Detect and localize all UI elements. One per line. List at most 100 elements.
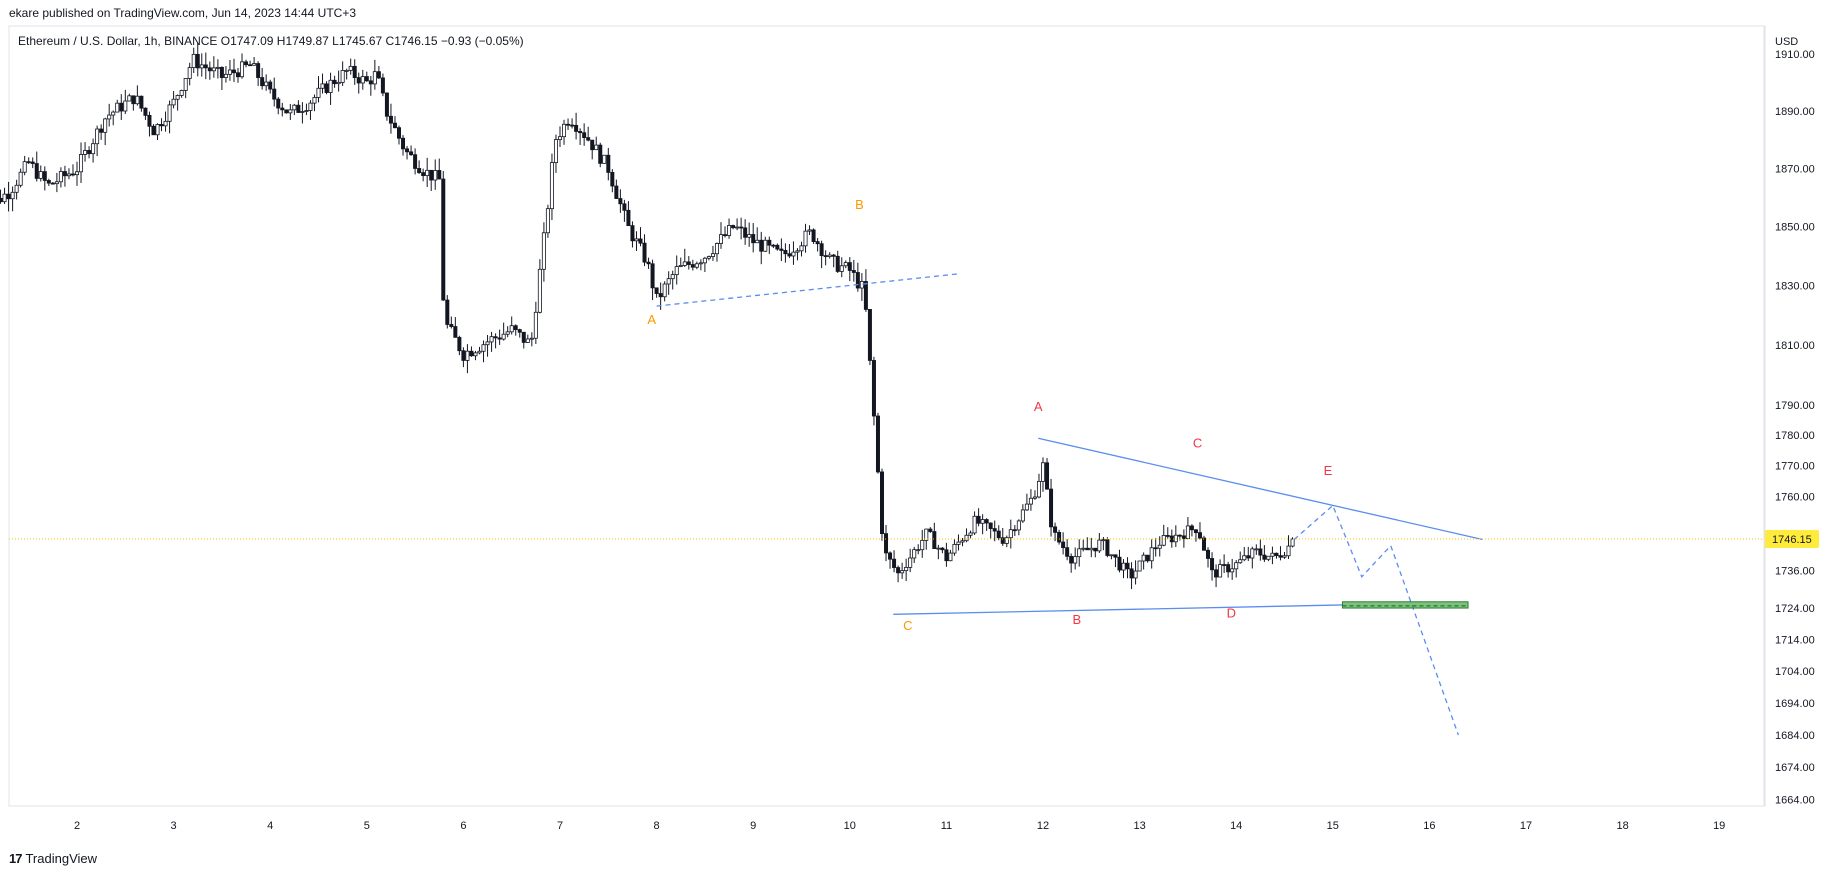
candle-body bbox=[376, 71, 381, 79]
candle-body bbox=[1282, 555, 1287, 558]
candle-body bbox=[811, 229, 816, 243]
time-tick-label: 4 bbox=[267, 820, 273, 832]
price-tick-label: 1760.00 bbox=[1775, 491, 1815, 503]
candle-body bbox=[203, 64, 208, 69]
candle-body bbox=[340, 70, 345, 83]
candle-body bbox=[284, 109, 289, 114]
candle-body bbox=[674, 266, 679, 276]
candle-body bbox=[747, 234, 752, 238]
candle-body bbox=[823, 255, 828, 258]
candle-body bbox=[727, 225, 732, 236]
candle-body bbox=[264, 81, 269, 87]
candle-body bbox=[163, 120, 168, 127]
candle-body bbox=[719, 234, 724, 244]
dashed-neckline bbox=[656, 272, 961, 307]
candle-body bbox=[1197, 532, 1202, 539]
price-tick-label: 1810.00 bbox=[1775, 340, 1815, 352]
candle-body bbox=[1073, 556, 1078, 564]
candle-body bbox=[22, 161, 27, 173]
candle-body bbox=[529, 337, 534, 340]
candle-body bbox=[421, 172, 426, 177]
candle-body bbox=[759, 239, 764, 252]
candle-body bbox=[248, 64, 253, 67]
candle-body bbox=[622, 203, 627, 211]
time-tick-label: 6 bbox=[460, 820, 466, 832]
candle-body bbox=[1270, 552, 1275, 557]
candle-body bbox=[936, 547, 941, 550]
price-tick-label: 1780.00 bbox=[1775, 430, 1815, 442]
candle-body bbox=[143, 107, 148, 116]
candle-body bbox=[706, 256, 711, 259]
pane-border bbox=[8, 25, 1766, 807]
candle-body bbox=[944, 549, 949, 562]
price-tick-label: 1790.00 bbox=[1775, 400, 1815, 412]
time-tick-label: 14 bbox=[1230, 820, 1242, 832]
candle-body bbox=[686, 261, 691, 265]
candle-body bbox=[91, 143, 96, 155]
candle-body bbox=[70, 173, 75, 176]
candle-body bbox=[252, 63, 257, 66]
candle-body bbox=[670, 274, 675, 280]
candle-body bbox=[791, 251, 796, 257]
candle-body bbox=[215, 66, 220, 69]
candle-body bbox=[30, 161, 35, 164]
candle-body bbox=[83, 150, 88, 155]
candle-body bbox=[38, 171, 43, 179]
time-axis: 2 3 4 5 6 7 8 9 10 11 12 13 14 15 16 17 18 19 bbox=[74, 820, 1725, 832]
candle-body bbox=[1077, 548, 1082, 558]
candle-body bbox=[187, 67, 192, 79]
candle-body bbox=[111, 111, 116, 116]
candle-body bbox=[783, 250, 788, 255]
candle-body bbox=[888, 552, 893, 560]
candle-body bbox=[103, 118, 108, 133]
candle-body bbox=[1089, 547, 1094, 551]
candle-body bbox=[803, 230, 808, 247]
candle-body bbox=[731, 225, 736, 229]
candle-body bbox=[1093, 547, 1098, 552]
candles bbox=[0, 42, 1295, 590]
tradingview-logo-icon: 17 bbox=[9, 851, 23, 866]
candle-body bbox=[372, 71, 377, 85]
published-caption: ekare published on TradingView.com, Jun … bbox=[9, 6, 357, 20]
candle-body bbox=[702, 257, 707, 264]
candle-body bbox=[992, 528, 997, 532]
candle-body bbox=[602, 154, 607, 164]
candle-body bbox=[968, 532, 973, 536]
candle-body bbox=[119, 102, 124, 112]
candle-body bbox=[739, 226, 744, 229]
candle-body bbox=[666, 278, 671, 285]
candle-body bbox=[650, 263, 655, 289]
candle-body bbox=[167, 104, 172, 122]
candle-body bbox=[300, 111, 305, 113]
candle-body bbox=[743, 227, 748, 238]
candle-body bbox=[767, 239, 772, 246]
candle-body bbox=[18, 171, 23, 186]
candle-body bbox=[1165, 535, 1170, 537]
candle-body bbox=[855, 272, 860, 289]
candle-body bbox=[952, 544, 957, 554]
candle-body bbox=[360, 76, 365, 84]
candle-body bbox=[638, 238, 643, 244]
candle-body bbox=[1113, 554, 1118, 558]
candle-body bbox=[272, 88, 277, 100]
wave-label: E bbox=[1324, 463, 1333, 478]
candle-body bbox=[79, 154, 84, 173]
candle-body bbox=[678, 265, 683, 267]
candle-body bbox=[388, 115, 393, 124]
candle-body bbox=[626, 209, 631, 227]
candle-body bbox=[642, 242, 647, 263]
time-tick-label: 16 bbox=[1423, 820, 1435, 832]
projected-path bbox=[1293, 504, 1459, 736]
tradingview-footer: 17 TradingView bbox=[9, 851, 97, 866]
candle-body bbox=[908, 557, 913, 568]
candle-body bbox=[1041, 462, 1046, 482]
candle-body bbox=[50, 182, 55, 185]
candle-body bbox=[159, 124, 164, 127]
candle-body bbox=[1137, 560, 1142, 572]
price-tick-label: 1850.00 bbox=[1775, 222, 1815, 234]
candle-body bbox=[268, 81, 273, 90]
candle-body bbox=[582, 132, 587, 138]
candle-body bbox=[896, 567, 901, 574]
